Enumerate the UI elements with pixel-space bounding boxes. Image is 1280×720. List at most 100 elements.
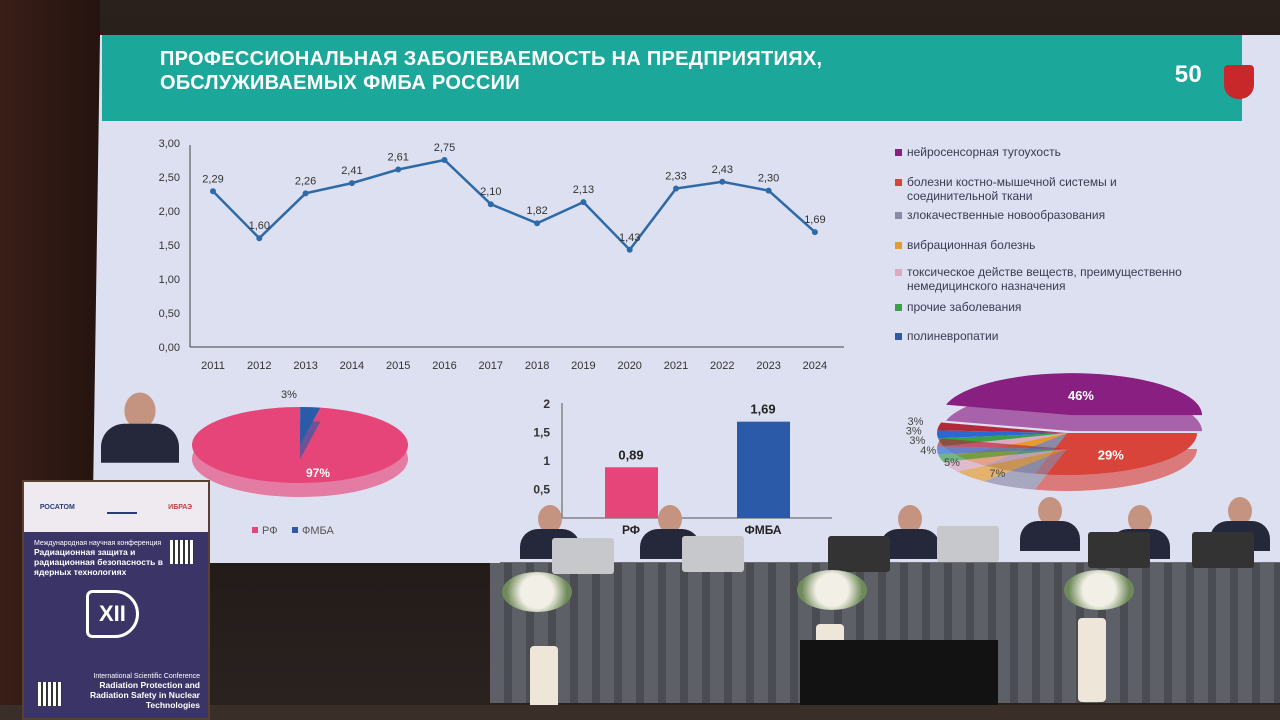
data-label: 2,29 — [202, 173, 223, 185]
ibrae-logo: ИБРАЭ — [168, 503, 193, 511]
laptop — [682, 536, 744, 572]
legend-item: злокачественные новообразования — [895, 208, 1255, 222]
stage-floor — [0, 705, 1280, 720]
legend-label: вибрационная болезнь — [907, 238, 1036, 252]
legend-item: полиневропатии — [895, 329, 1255, 343]
legend-item: болезни костно-мышечной системы и соедини… — [895, 175, 1255, 203]
flower-bouquet — [797, 570, 867, 610]
data-label: 1,82 — [526, 205, 547, 217]
data-label: 1,60 — [249, 220, 270, 232]
lectern-ru-text: Международная научная конференция Радиац… — [24, 532, 208, 577]
pie-label: 3% — [281, 389, 297, 401]
disease-pie-side — [957, 449, 1067, 482]
disease-pie-side — [943, 449, 1067, 472]
rf-fmba-pie-slice — [300, 407, 321, 445]
disease-pie-slice — [1034, 433, 1197, 475]
pie-slice-label: 3% — [906, 426, 922, 438]
disease-pie-slice — [937, 422, 1067, 433]
y-tick-label: 0,00 — [159, 342, 180, 354]
y-tick-label: 2,50 — [159, 172, 180, 184]
y-tick-label: 2,00 — [159, 206, 180, 218]
flower-bouquet — [1064, 570, 1134, 610]
pie-slice-label: 46% — [1068, 388, 1094, 403]
data-point — [626, 246, 633, 253]
laptop — [552, 538, 614, 574]
data-label: 1,69 — [804, 214, 825, 226]
laptop — [828, 536, 890, 572]
data-point — [673, 185, 679, 192]
x-tick-label: 2021 — [664, 360, 688, 372]
panelist — [1020, 497, 1080, 551]
pie-label: 97% — [306, 466, 330, 480]
laptop — [1088, 532, 1150, 568]
vase — [1078, 618, 1106, 702]
legend-item: прочие заболевания — [895, 300, 1255, 314]
data-point — [719, 178, 726, 185]
pie-slice-label: 7% — [989, 468, 1005, 480]
data-point — [395, 166, 402, 173]
lectern-ru-subtitle: Международная научная конференция — [34, 540, 162, 547]
x-tick-label: 2024 — [803, 360, 827, 372]
legend-item: вибрационная болезнь — [895, 238, 1255, 252]
legend-label: РФ — [262, 525, 278, 537]
x-tick-label: 2016 — [432, 360, 456, 372]
data-point — [487, 201, 494, 208]
pie-slice-label: 3% — [908, 416, 924, 428]
lectern-en-title: Radiation Protection and Radiation Safet… — [89, 680, 200, 710]
data-label: 2,13 — [573, 184, 594, 196]
legend-swatch — [895, 333, 902, 341]
pie-slice-label: 3% — [909, 435, 925, 447]
bar-y-tick: 1,5 — [533, 426, 550, 440]
legend-swatch — [895, 304, 902, 312]
y-tick-label: 1,50 — [159, 240, 180, 252]
lectern-en-subtitle: International Scientific Conference — [93, 673, 200, 680]
disease-pie-side — [937, 446, 1067, 455]
legend-label: немедицинского назначения — [907, 279, 1066, 293]
line-series — [212, 158, 816, 252]
legend-label: токсическое действе веществ, преимуществ… — [907, 265, 1182, 279]
legend-label: ФМБА — [302, 525, 335, 537]
x-tick-label: 2017 — [479, 360, 503, 372]
x-tick-label: 2023 — [756, 360, 780, 372]
bar-category-label: РФ — [622, 523, 640, 537]
legend-swatch — [895, 242, 902, 250]
bar-y-tick: 0,5 — [533, 483, 550, 497]
bar-data-label: 0,89 — [618, 447, 643, 462]
bar — [605, 467, 658, 518]
data-point — [765, 187, 772, 194]
data-label: 2,43 — [712, 164, 733, 176]
qr-code — [38, 682, 62, 706]
anniversary-logo: 50 — [1174, 61, 1202, 88]
x-tick-label: 2012 — [247, 360, 271, 372]
lectern-ru-title: Радиационная защита и радиационная безоп… — [34, 547, 163, 577]
data-point — [811, 229, 818, 236]
legend-swatch — [292, 527, 298, 533]
y-tick-label: 3,00 — [159, 138, 180, 150]
flower-bouquet — [502, 572, 572, 612]
bar-y-tick: 2 — [543, 397, 550, 411]
x-tick-label: 2014 — [340, 360, 364, 372]
data-point — [302, 190, 309, 197]
legend-label: прочие заболевания — [907, 300, 1022, 314]
conference-mark: XII — [86, 590, 139, 638]
vase — [816, 624, 844, 644]
legend-label: нейросенсорная тугоухость — [907, 145, 1061, 159]
bar-data-label: 1,69 — [750, 402, 775, 417]
legend-swatch — [252, 527, 258, 533]
lectern-en-text: International Scientific Conference Radi… — [70, 673, 200, 710]
data-point — [210, 188, 216, 195]
bar-y-tick: 1 — [543, 454, 550, 468]
emblem-icon — [1224, 65, 1254, 99]
data-point — [441, 157, 448, 163]
disease-pie-slice — [946, 373, 1203, 416]
legend-label: полиневропатии — [907, 329, 999, 343]
x-tick-label: 2015 — [386, 360, 410, 372]
speaker-person — [101, 392, 179, 463]
disease-pie-side — [937, 438, 1067, 449]
rosatom-logo: РОСАТОМ — [39, 503, 75, 511]
data-point — [534, 220, 541, 227]
pie-slice-label: 4% — [920, 445, 936, 457]
x-tick-label: 2020 — [617, 360, 641, 372]
data-label: 2,26 — [295, 175, 316, 187]
